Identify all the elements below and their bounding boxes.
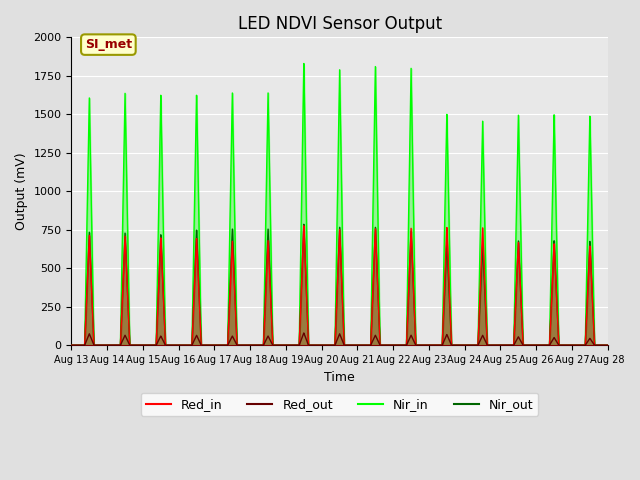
Text: SI_met: SI_met [85,38,132,51]
Legend: Red_in, Red_out, Nir_in, Nir_out: Red_in, Red_out, Nir_in, Nir_out [141,393,538,416]
Title: LED NDVI Sensor Output: LED NDVI Sensor Output [237,15,442,33]
Y-axis label: Output (mV): Output (mV) [15,153,28,230]
X-axis label: Time: Time [324,371,355,384]
